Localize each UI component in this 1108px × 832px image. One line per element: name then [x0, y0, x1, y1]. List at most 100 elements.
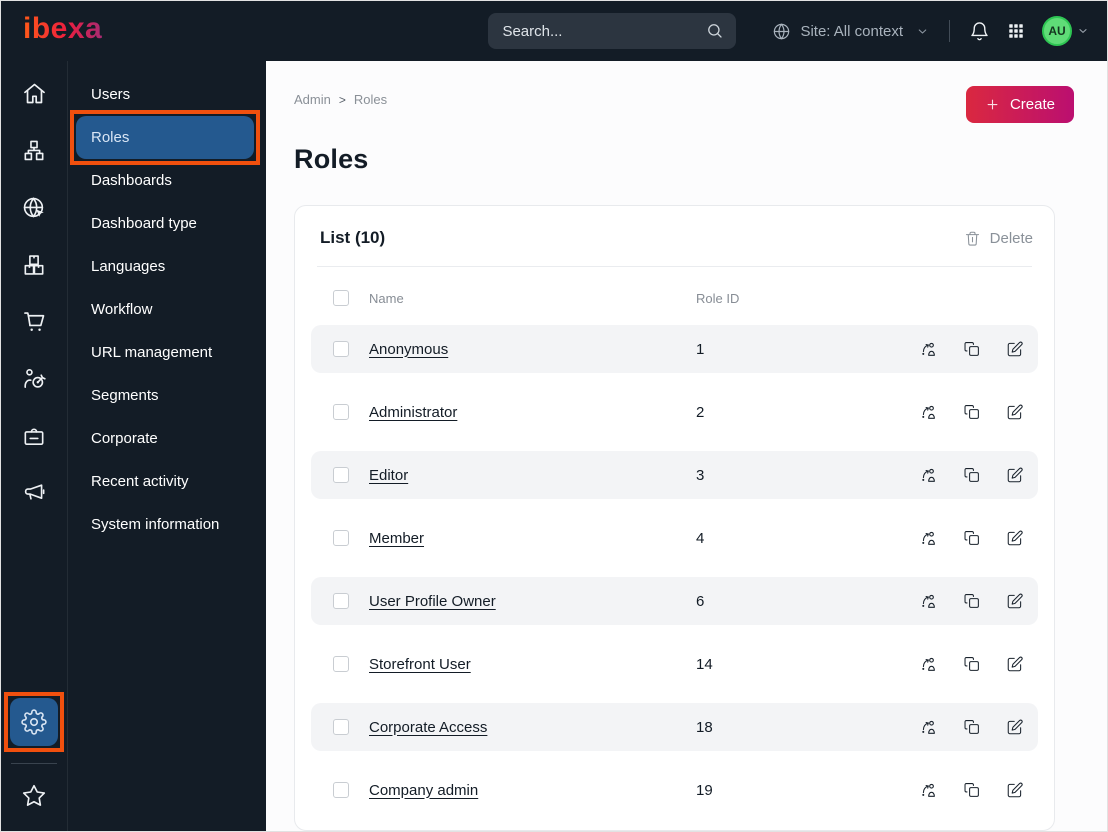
- nav-announcements-button[interactable]: [10, 464, 58, 521]
- row-checkbox[interactable]: [333, 719, 349, 735]
- copy-icon: [963, 781, 981, 799]
- nav-products-button[interactable]: [10, 236, 58, 293]
- create-button-label: Create: [1009, 96, 1055, 113]
- copy-button[interactable]: [963, 529, 981, 548]
- row-checkbox[interactable]: [333, 782, 349, 798]
- copy-icon: [963, 592, 981, 610]
- commerce-cart-icon: [21, 308, 48, 335]
- table-row[interactable]: Company admin 19: [311, 766, 1038, 814]
- table-row[interactable]: Administrator 2: [311, 388, 1038, 436]
- row-checkbox[interactable]: [333, 656, 349, 672]
- edit-button[interactable]: [1006, 466, 1024, 485]
- sidebar-item-system-information[interactable]: System information: [76, 503, 254, 546]
- row-checkbox[interactable]: [333, 467, 349, 483]
- edit-icon: [1006, 655, 1024, 673]
- create-button[interactable]: Create: [965, 86, 1074, 123]
- role-name-link[interactable]: Storefront User: [369, 655, 471, 673]
- edit-button[interactable]: [1006, 718, 1024, 737]
- global-search[interactable]: [488, 13, 737, 49]
- select-all-checkbox[interactable]: [333, 290, 349, 306]
- edit-icon: [1006, 592, 1024, 610]
- nav-customers-button[interactable]: [10, 407, 58, 464]
- edit-button[interactable]: [1006, 403, 1024, 422]
- role-name-link[interactable]: User Profile Owner: [369, 592, 496, 610]
- copy-button[interactable]: [963, 655, 981, 674]
- assign-users-button[interactable]: [919, 340, 938, 359]
- copy-button[interactable]: [963, 403, 981, 422]
- breadcrumb-item-roles[interactable]: Roles: [353, 92, 388, 107]
- assign-users-button[interactable]: [919, 592, 938, 611]
- copy-button[interactable]: [963, 466, 981, 485]
- role-id: 18: [696, 718, 713, 736]
- nav-content-button[interactable]: [10, 122, 58, 179]
- edit-button[interactable]: [1006, 592, 1024, 611]
- role-name-link[interactable]: Corporate Access: [369, 718, 488, 736]
- table-row[interactable]: Corporate Access 18: [311, 703, 1038, 751]
- row-checkbox[interactable]: [333, 341, 349, 357]
- delete-button[interactable]: Delete: [964, 230, 1033, 247]
- sidebar-item-languages[interactable]: Languages: [76, 245, 254, 288]
- nav-commerce-button[interactable]: [10, 293, 58, 350]
- ibexa-logo[interactable]: ibexa: [23, 13, 102, 49]
- sidebar-item-label: Users: [91, 86, 131, 103]
- edit-button[interactable]: [1006, 655, 1024, 674]
- search-icon[interactable]: [706, 22, 724, 40]
- table-row[interactable]: Member 4: [311, 514, 1038, 562]
- edit-button[interactable]: [1006, 340, 1024, 359]
- assign-users-icon: [919, 466, 938, 485]
- sidebar-item-roles[interactable]: Roles: [76, 116, 254, 159]
- sidebar-item-users[interactable]: Users: [76, 73, 254, 116]
- settings-annotation-box: [4, 692, 64, 752]
- edit-button[interactable]: [1006, 781, 1024, 800]
- breadcrumb: Admin > Roles: [294, 86, 387, 107]
- table-row[interactable]: Anonymous 1: [311, 325, 1038, 373]
- role-name-link[interactable]: Administrator: [369, 403, 458, 421]
- role-name-link[interactable]: Company admin: [369, 781, 479, 799]
- row-checkbox[interactable]: [333, 593, 349, 609]
- site-context-dropdown[interactable]: Site: All context: [772, 22, 929, 41]
- table-row[interactable]: Editor 3: [311, 451, 1038, 499]
- assign-users-button[interactable]: [919, 781, 938, 800]
- sidebar-item-dashboards[interactable]: Dashboards: [76, 159, 254, 202]
- avatar[interactable]: AU: [1042, 16, 1072, 46]
- search-input[interactable]: [502, 22, 707, 40]
- row-checkbox[interactable]: [333, 404, 349, 420]
- table-row[interactable]: User Profile Owner 6: [311, 577, 1038, 625]
- copy-button[interactable]: [963, 781, 981, 800]
- table-row[interactable]: Storefront User 14: [311, 640, 1038, 688]
- sidebar-item-corporate[interactable]: Corporate: [76, 417, 254, 460]
- sidebar-item-workflow[interactable]: Workflow: [76, 288, 254, 331]
- nav-marketing-button[interactable]: [10, 350, 58, 407]
- user-menu[interactable]: AU: [1042, 16, 1089, 46]
- role-id: 1: [696, 340, 705, 358]
- nav-home-button[interactable]: [10, 65, 58, 122]
- assign-users-button[interactable]: [919, 529, 938, 548]
- sidebar-item-url-management[interactable]: URL management: [76, 331, 254, 374]
- row-checkbox[interactable]: [333, 530, 349, 546]
- sidebar-item-segments[interactable]: Segments: [76, 374, 254, 417]
- copy-button[interactable]: [963, 592, 981, 611]
- role-name-link[interactable]: Member: [369, 529, 425, 547]
- notifications-button[interactable]: [969, 21, 990, 42]
- assign-users-button[interactable]: [919, 718, 938, 737]
- copy-button[interactable]: [963, 718, 981, 737]
- copy-button[interactable]: [963, 340, 981, 359]
- product-boxes-icon: [21, 252, 47, 278]
- home-icon: [21, 80, 48, 107]
- sidebar-item-dashboard-type[interactable]: Dashboard type: [76, 202, 254, 245]
- nav-site-button[interactable]: [10, 179, 58, 236]
- edit-button[interactable]: [1006, 529, 1024, 548]
- edit-icon: [1006, 529, 1024, 547]
- bookmarks-button[interactable]: [10, 773, 58, 819]
- assign-users-button[interactable]: [919, 655, 938, 674]
- breadcrumb-item-admin[interactable]: Admin: [294, 92, 331, 107]
- role-name-link[interactable]: Anonymous: [369, 340, 449, 358]
- sidebar-item-label: Segments: [91, 387, 159, 404]
- assign-users-button[interactable]: [919, 403, 938, 422]
- admin-settings-button[interactable]: [10, 698, 58, 746]
- apps-menu-button[interactable]: [1007, 22, 1025, 40]
- role-name-link[interactable]: Editor: [369, 466, 409, 484]
- assign-users-button[interactable]: [919, 466, 938, 485]
- sidebar-item-recent-activity[interactable]: Recent activity: [76, 460, 254, 503]
